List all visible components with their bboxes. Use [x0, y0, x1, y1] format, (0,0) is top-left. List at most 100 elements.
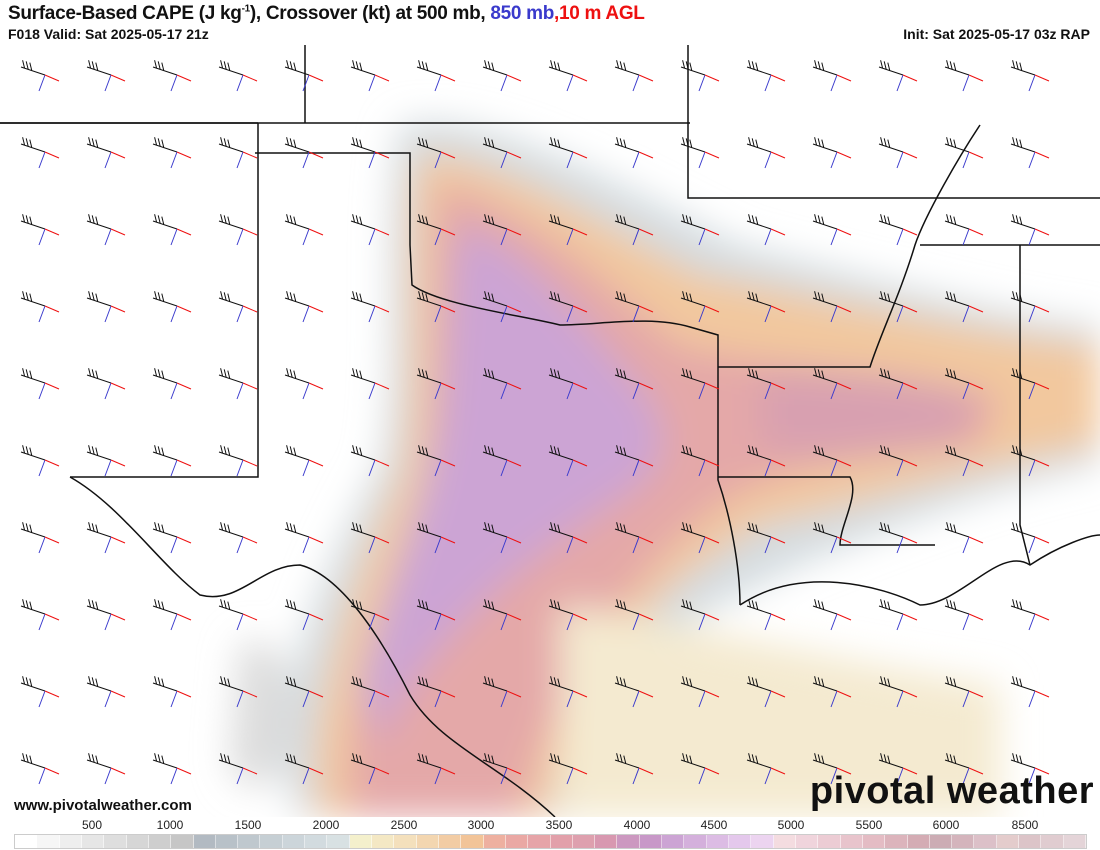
wind-barb [878, 291, 918, 323]
colorbar-cell [1041, 835, 1064, 848]
wind-barb [416, 753, 456, 785]
wind-barb [812, 445, 852, 477]
website-url[interactable]: www.pivotalweather.com [14, 797, 192, 814]
wind-barb [812, 291, 852, 323]
colorbar-label: 2000 [312, 818, 340, 832]
wind-barb [680, 60, 720, 92]
colorbar-cell [349, 835, 372, 848]
wind-barb [1010, 60, 1050, 92]
wind-barb [284, 291, 324, 323]
wind-barb [1010, 522, 1050, 554]
colorbar-cell [327, 835, 350, 848]
colorbar-cell [282, 835, 306, 848]
wind-barb [218, 137, 258, 169]
wind-barb [20, 137, 60, 169]
wind-barb [218, 599, 258, 631]
wind-barb [284, 676, 324, 708]
wind-barb [1010, 291, 1050, 323]
wind-barb [350, 368, 390, 400]
wind-barb [482, 368, 522, 400]
wind-barb [746, 291, 786, 323]
wind-barb [614, 599, 654, 631]
colorbar-cell [37, 835, 60, 848]
wind-barb [680, 676, 720, 708]
wind-barb [20, 599, 60, 631]
colorbar-cell [996, 835, 1020, 848]
colorbar-label: 6000 [932, 818, 960, 832]
wind-barb [878, 214, 918, 246]
wind-barb [284, 60, 324, 92]
colorbar-cell [840, 835, 863, 848]
wind-barb [284, 368, 324, 400]
wind-barb [20, 753, 60, 785]
wind-barb [350, 214, 390, 246]
wind-barb [614, 60, 654, 92]
colorbar-cell [639, 835, 663, 848]
colorbar-cell [907, 835, 930, 848]
valid-time: F018 Valid: Sat 2025-05-17 21z [8, 26, 209, 42]
colorbar-cell [59, 835, 82, 848]
wind-barb [746, 599, 786, 631]
wind-barb [284, 599, 324, 631]
colorbar-cell [416, 835, 439, 848]
wind-barb [680, 137, 720, 169]
wind-barb [944, 445, 984, 477]
wind-barb [86, 445, 126, 477]
wind-barb [944, 368, 984, 400]
colorbar-cell [952, 835, 975, 848]
wind-barb [350, 522, 390, 554]
wind-barb [944, 60, 984, 92]
wind-barb [416, 522, 456, 554]
wind-barb [1010, 753, 1050, 785]
wind-barb [416, 599, 456, 631]
colorbar-cell [729, 835, 752, 848]
wind-barb [20, 522, 60, 554]
wind-barb [482, 753, 522, 785]
wind-barb [812, 676, 852, 708]
colorbar-label: 1500 [234, 818, 262, 832]
colorbar-cell [171, 835, 194, 848]
wind-barb [20, 676, 60, 708]
colorbar-cell [818, 835, 841, 848]
wind-barb [614, 137, 654, 169]
wind-barb [812, 137, 852, 169]
wind-barb [152, 445, 192, 477]
pivotal-weather-logo: pivotal weather [809, 770, 1094, 812]
colorbar-cell [1019, 835, 1042, 848]
wind-barb [746, 676, 786, 708]
colorbar-label: 4500 [700, 818, 728, 832]
colorbar-cell [215, 835, 239, 848]
wind-barb [218, 522, 258, 554]
colorbar-cell [193, 835, 216, 848]
wind-barb [482, 445, 522, 477]
state-borders [0, 45, 1100, 817]
wind-barb [218, 291, 258, 323]
colorbar-label: 1000 [156, 818, 184, 832]
wind-barb [944, 291, 984, 323]
colorbar-cell [15, 835, 38, 848]
wind-barb [614, 368, 654, 400]
colorbar-cell [617, 835, 640, 848]
wind-barb [218, 60, 258, 92]
cape-field [230, 121, 1100, 817]
wind-barb [416, 291, 456, 323]
colorbar-cell [974, 835, 997, 848]
wind-barb [812, 599, 852, 631]
weather-map [0, 45, 1100, 817]
wind-barb [746, 753, 786, 785]
wind-barb [680, 445, 720, 477]
wind-barb [20, 214, 60, 246]
wind-barbs [20, 60, 1050, 785]
wind-barb [680, 291, 720, 323]
title-850mb: 850 mb [490, 3, 555, 24]
wind-barb [350, 291, 390, 323]
wind-barb [746, 60, 786, 92]
wind-barb [878, 445, 918, 477]
colorbar-cell [104, 835, 127, 848]
colorbar-cell [305, 835, 328, 848]
colorbar-cell [394, 835, 417, 848]
wind-barb [878, 368, 918, 400]
wind-barb [152, 753, 192, 785]
wind-barb [548, 291, 588, 323]
colorbar-cell [862, 835, 886, 848]
